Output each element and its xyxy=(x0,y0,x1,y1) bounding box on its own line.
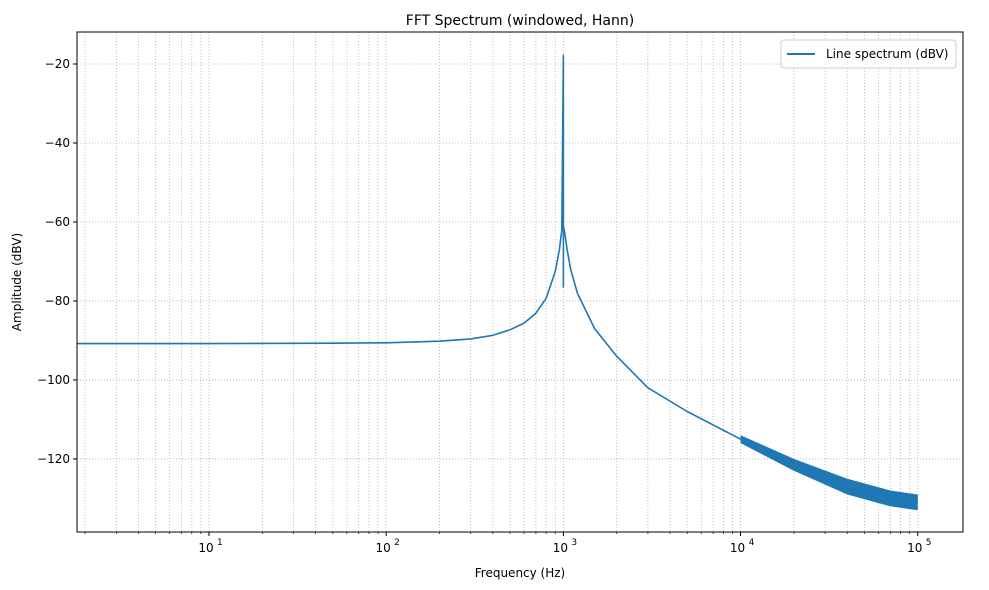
y-tick-label: −100 xyxy=(37,373,70,387)
x-tick-label: 10 xyxy=(730,541,745,555)
x-tick-exponent: 4 xyxy=(749,538,755,548)
x-tick-exponent: 3 xyxy=(571,538,577,548)
x-axis-ticks: 10 1 10 2 10 3 10 4 10 5 xyxy=(84,532,932,555)
x-tick-exponent: 2 xyxy=(394,538,400,548)
axes-frame xyxy=(76,31,964,533)
y-tick-label: −60 xyxy=(45,215,70,229)
x-tick-exponent: 1 xyxy=(217,538,223,548)
x-axis-label: Frequency (Hz) xyxy=(475,566,566,580)
y-tick-label: −120 xyxy=(37,452,70,466)
spectrum-line xyxy=(77,54,919,511)
x-tick-label: 10 xyxy=(376,541,391,555)
x-tick-label: 10 xyxy=(553,541,568,555)
chart-title: FFT Spectrum (windowed, Hann) xyxy=(406,13,634,29)
x-tick-exponent: 5 xyxy=(926,538,932,548)
legend-label: Line spectrum (dBV) xyxy=(826,47,948,61)
legend-box xyxy=(780,39,957,69)
y-axis-label: Amplitude (dBV) xyxy=(10,233,24,331)
y-axis-ticks: −20 −40 −60 −80 −100 −120 xyxy=(37,57,77,466)
grid-lines xyxy=(77,32,963,532)
legend: Line spectrum (dBV) xyxy=(780,39,957,69)
x-tick-label: 10 xyxy=(198,541,213,555)
x-tick-label: 10 xyxy=(907,541,922,555)
y-tick-label: −40 xyxy=(45,136,70,150)
y-tick-label: −80 xyxy=(45,294,70,308)
y-tick-label: −20 xyxy=(45,57,70,71)
